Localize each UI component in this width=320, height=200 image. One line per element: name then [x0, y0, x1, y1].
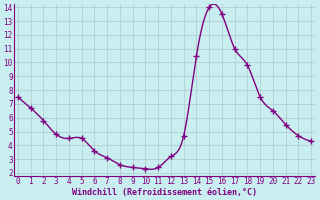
X-axis label: Windchill (Refroidissement éolien,°C): Windchill (Refroidissement éolien,°C)	[72, 188, 257, 197]
